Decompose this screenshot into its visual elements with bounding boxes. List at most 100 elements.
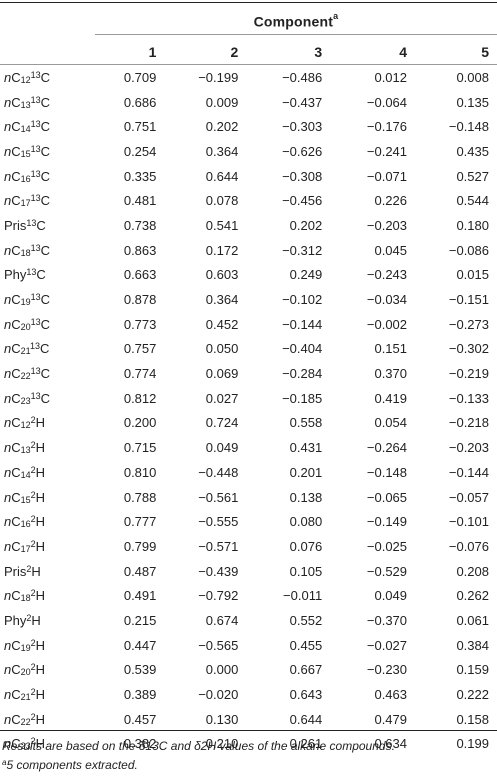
cell-component-5: 0.158 — [456, 711, 489, 727]
cell-component-1: 0.777 — [123, 514, 157, 530]
cell-component-5: 0.435 — [456, 143, 489, 159]
row-label-isotope: 2 — [30, 514, 36, 525]
cell-component-1: 0.751 — [123, 119, 157, 135]
cell-component-1: 0.709 — [123, 69, 157, 85]
row-label-base: C — [11, 588, 21, 604]
table-row: nC1813C 0.863 0.172 −0.312 0.045 −0.086 — [0, 238, 497, 263]
row-label-base: C — [11, 316, 21, 332]
cell-component-5: 0.262 — [456, 588, 489, 604]
row-label-prefix: n — [4, 242, 12, 258]
row-label-isotope: 2 — [30, 440, 36, 451]
cell-component-2: −0.020 — [198, 687, 239, 703]
row-label: nC1513C — [0, 139, 92, 164]
cell-component-2: 0.210 — [205, 736, 239, 752]
cell-component-3: −0.626 — [282, 143, 323, 159]
footnote-results: Results are based on the δ13C and δ2H va… — [2, 739, 395, 753]
cell-component-1: 0.878 — [123, 292, 157, 308]
row-label-base: C — [11, 440, 21, 456]
cell-component-5: 0.015 — [456, 267, 489, 283]
component-group-header: Componenta — [95, 11, 497, 30]
row-label-subscript: 20 — [20, 667, 31, 678]
row-label-subscript: 14 — [20, 124, 31, 135]
table-row: Pris13C 0.738 0.541 0.202 −0.203 0.180 — [0, 213, 497, 238]
row-label-isotope: 2 — [30, 711, 36, 722]
cell-component-4: −0.027 — [366, 637, 408, 653]
cell-component-1: 0.539 — [123, 662, 157, 678]
cell-component-4: −0.241 — [366, 143, 408, 159]
row-label-prefix: n — [4, 168, 12, 184]
table-row: nC1313C 0.686 0.009 −0.437 −0.064 0.135 — [0, 90, 497, 115]
row-label-isotope: 13 — [26, 217, 37, 228]
cell-component-3: 0.455 — [289, 637, 323, 653]
row-label-subscript: 13 — [20, 445, 31, 456]
cell-component-5: 0.544 — [456, 193, 489, 209]
row-label-subscript: 17 — [20, 198, 31, 209]
cell-component-3: 0.249 — [289, 267, 323, 283]
cell-component-5: 0.061 — [456, 612, 489, 628]
cell-component-2: 0.009 — [205, 94, 239, 110]
column-header: 4 — [399, 44, 408, 60]
row-label: nC1613C — [0, 164, 92, 189]
cell-component-1: 0.810 — [123, 464, 157, 480]
row-label-base: Phy — [4, 612, 27, 628]
cell-component-5: −0.057 — [448, 489, 489, 505]
row-label-prefix: n — [4, 489, 12, 505]
row-label-isotope: 2 — [30, 464, 36, 475]
cell-component-5: −0.151 — [448, 292, 489, 308]
cell-component-4: −0.370 — [366, 612, 408, 628]
row-label-prefix: n — [4, 366, 12, 382]
cell-component-5: 0.384 — [456, 637, 489, 653]
cell-component-4: 0.479 — [374, 711, 408, 727]
cell-component-2: 0.078 — [205, 193, 239, 209]
row-label: nC1813C — [0, 238, 92, 263]
cell-component-4: −0.025 — [366, 538, 408, 554]
cell-component-5: −0.203 — [448, 440, 489, 456]
cell-component-3: −0.102 — [282, 292, 323, 308]
row-label-prefix: n — [4, 711, 12, 727]
row-label: Pris2H — [0, 559, 92, 584]
row-label-base: C — [11, 415, 21, 431]
cell-component-2: −0.199 — [198, 69, 239, 85]
row-label: nC182H — [0, 583, 92, 608]
footnote-components: a5 components extracted. — [2, 758, 138, 772]
row-label: nC2313C — [0, 386, 92, 411]
cell-component-4: 0.045 — [374, 242, 408, 258]
row-label-element: C — [40, 168, 51, 184]
row-label: nC2013C — [0, 312, 92, 337]
row-label-base: C — [11, 538, 21, 554]
row-label-isotope: 2 — [30, 415, 36, 426]
cell-component-3: 0.201 — [289, 464, 323, 480]
cell-component-4: 0.226 — [374, 193, 408, 209]
cell-component-5: −0.219 — [448, 366, 489, 382]
cell-component-3: 0.105 — [289, 563, 323, 579]
row-label-base: C — [11, 736, 21, 752]
cell-component-1: 0.812 — [123, 390, 157, 406]
row-label-subscript: 19 — [20, 642, 31, 653]
row-label-isotope: 2 — [26, 563, 32, 574]
table-row: nC1913C 0.878 0.364 −0.102 −0.034 −0.151 — [0, 287, 497, 312]
cell-component-5: −0.218 — [448, 415, 489, 431]
cell-component-3: −0.308 — [282, 168, 323, 184]
component-header-footnote-mark: a — [333, 11, 339, 21]
row-label-element: C — [40, 390, 51, 406]
cell-component-1: 0.788 — [123, 489, 157, 505]
cell-component-3: −0.437 — [282, 94, 323, 110]
row-label-element: C — [36, 267, 46, 283]
row-label-element: C — [40, 143, 51, 159]
table-row: nC192H 0.447 −0.565 0.455 −0.027 0.384 — [0, 633, 497, 658]
cell-component-4: −0.034 — [366, 292, 408, 308]
row-label: nC1913C — [0, 287, 92, 312]
table-row: Phy13C 0.663 0.603 0.249 −0.243 0.015 — [0, 263, 497, 288]
table-row: nC1713C 0.481 0.078 −0.456 0.226 0.544 — [0, 188, 497, 213]
row-label: nC142H — [0, 460, 92, 485]
row-label-subscript: 17 — [20, 543, 31, 554]
row-label-subscript: 14 — [20, 469, 31, 480]
row-label: nC192H — [0, 633, 92, 658]
cell-component-3: 0.138 — [289, 489, 323, 505]
row-label-prefix: n — [4, 69, 12, 85]
row-label-subscript: 15 — [20, 494, 31, 505]
row-label: nC1413C — [0, 114, 92, 139]
row-label-element: H — [31, 563, 41, 579]
column-header: 5 — [481, 44, 489, 60]
cell-component-5: −0.148 — [448, 119, 489, 135]
